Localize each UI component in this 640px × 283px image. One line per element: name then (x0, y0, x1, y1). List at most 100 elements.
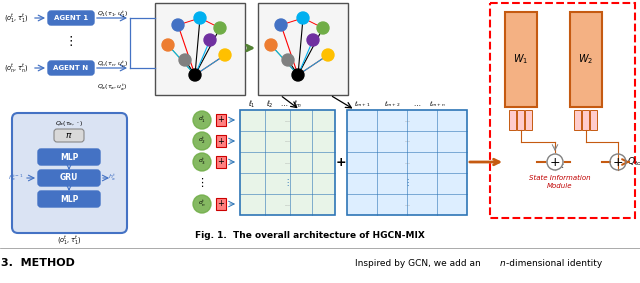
Text: ⋮: ⋮ (196, 178, 207, 188)
Circle shape (194, 12, 206, 24)
Text: ⋮: ⋮ (65, 35, 77, 48)
Text: $\ell_{m+1}$: $\ell_{m+1}$ (354, 99, 371, 109)
Text: $h_a^{t-1}$: $h_a^{t-1}$ (8, 173, 24, 183)
Text: $Q_n(\tau_n, u_n^t)$: $Q_n(\tau_n, u_n^t)$ (97, 59, 127, 70)
Bar (216, 198, 226, 210)
Circle shape (275, 19, 287, 31)
Bar (574, 110, 581, 130)
Text: $o_3^t$: $o_3^t$ (198, 157, 206, 167)
FancyBboxPatch shape (38, 149, 100, 165)
Text: +: + (550, 155, 560, 168)
Text: $\pi$: $\pi$ (65, 131, 73, 140)
Text: GRU: GRU (60, 173, 78, 183)
Circle shape (547, 154, 563, 170)
Bar (590, 110, 597, 130)
Text: ...: ... (284, 117, 290, 123)
Text: $W_1$: $W_1$ (513, 52, 529, 66)
Text: Fig. 1.  The overall architecture of HGCN-MIX: Fig. 1. The overall architecture of HGCN… (195, 231, 425, 241)
Text: +: + (218, 115, 225, 125)
Text: ...: ... (284, 138, 290, 143)
Text: $o_1^t$: $o_1^t$ (198, 115, 206, 125)
Circle shape (219, 49, 231, 61)
Text: $Q_a(\tau_a, \cdot)$: $Q_a(\tau_a, \cdot)$ (55, 119, 83, 128)
Bar (216, 114, 226, 126)
Text: $o_2^t$: $o_2^t$ (198, 136, 206, 146)
FancyBboxPatch shape (48, 61, 94, 75)
Circle shape (179, 54, 191, 66)
Bar (505, 12, 537, 107)
Circle shape (172, 19, 184, 31)
Text: MLP: MLP (60, 194, 78, 203)
Bar (582, 110, 589, 130)
Text: +: + (612, 155, 623, 168)
Circle shape (214, 22, 226, 34)
Bar (258, 3, 348, 95)
Text: $(o_n^t, \tau_n^t)$: $(o_n^t, \tau_n^t)$ (4, 61, 28, 74)
Text: ...: ... (404, 117, 410, 123)
Bar (240, 110, 335, 215)
Text: $o_n^t$: $o_n^t$ (198, 199, 206, 209)
Text: $\ell_{m+2}$: $\ell_{m+2}$ (383, 99, 401, 109)
Text: Inspired by GCN, we add an: Inspired by GCN, we add an (355, 258, 484, 267)
Text: +: + (218, 200, 225, 209)
Circle shape (193, 132, 211, 150)
Circle shape (317, 22, 329, 34)
Text: AGENT N: AGENT N (53, 65, 88, 71)
Circle shape (162, 39, 174, 51)
Text: $\ell_1$: $\ell_1$ (248, 98, 256, 110)
Circle shape (265, 39, 277, 51)
Circle shape (193, 153, 211, 171)
Text: $Q_a(\tau_a, u_a^t)$: $Q_a(\tau_a, u_a^t)$ (97, 83, 127, 93)
Text: MLP: MLP (60, 153, 78, 162)
Bar (517, 110, 524, 130)
Text: $\cdots$: $\cdots$ (413, 101, 421, 107)
Circle shape (204, 34, 216, 46)
Text: +: + (218, 158, 225, 166)
Circle shape (297, 12, 309, 24)
Text: State Information
Module: State Information Module (529, 175, 591, 189)
Text: AGENT 1: AGENT 1 (54, 15, 88, 21)
Circle shape (193, 195, 211, 213)
FancyBboxPatch shape (38, 191, 100, 207)
Text: $Q_1(\tau_1, u_1^t)$: $Q_1(\tau_1, u_1^t)$ (97, 9, 127, 20)
Bar (525, 110, 532, 130)
Text: $\ell_m$: $\ell_m$ (293, 98, 303, 110)
Text: +: + (218, 136, 225, 145)
Bar (570, 12, 602, 107)
FancyBboxPatch shape (12, 113, 127, 233)
Text: ⋮: ⋮ (403, 179, 411, 188)
Text: 3.  METHOD: 3. METHOD (1, 258, 75, 268)
Text: ...: ... (404, 160, 410, 164)
FancyBboxPatch shape (38, 170, 100, 186)
Text: $h_a^t$: $h_a^t$ (108, 173, 116, 183)
Bar (155, 3, 245, 95)
Text: -dimensional identity: -dimensional identity (506, 258, 602, 267)
Bar (347, 110, 467, 215)
Text: $(o_1^t, \tau_1^t)$: $(o_1^t, \tau_1^t)$ (4, 12, 28, 25)
Text: n: n (500, 258, 506, 267)
Circle shape (282, 54, 294, 66)
Text: $W_2$: $W_2$ (579, 52, 593, 66)
Text: $Q_{tot}$: $Q_{tot}$ (627, 156, 640, 168)
Circle shape (307, 34, 319, 46)
Text: $\ell_2$: $\ell_2$ (266, 98, 274, 110)
Text: ...: ... (404, 201, 410, 207)
Text: $\cdots$: $\cdots$ (280, 101, 288, 107)
Text: +: + (336, 155, 346, 168)
Text: ⋮: ⋮ (283, 179, 291, 188)
Bar (216, 135, 226, 147)
Text: $(o_1^t, \tau_1^t)$: $(o_1^t, \tau_1^t)$ (57, 233, 81, 246)
Bar (216, 156, 226, 168)
FancyBboxPatch shape (48, 11, 94, 25)
Circle shape (322, 49, 334, 61)
Text: $\ell_{m+n}$: $\ell_{m+n}$ (429, 99, 445, 109)
Text: ...: ... (284, 160, 290, 164)
Text: $s_t$: $s_t$ (555, 159, 565, 171)
Circle shape (193, 111, 211, 129)
FancyBboxPatch shape (54, 129, 84, 142)
Bar (509, 110, 516, 130)
Circle shape (189, 69, 201, 81)
Text: ...: ... (284, 201, 290, 207)
Bar (490, 3, 635, 218)
Circle shape (292, 69, 304, 81)
